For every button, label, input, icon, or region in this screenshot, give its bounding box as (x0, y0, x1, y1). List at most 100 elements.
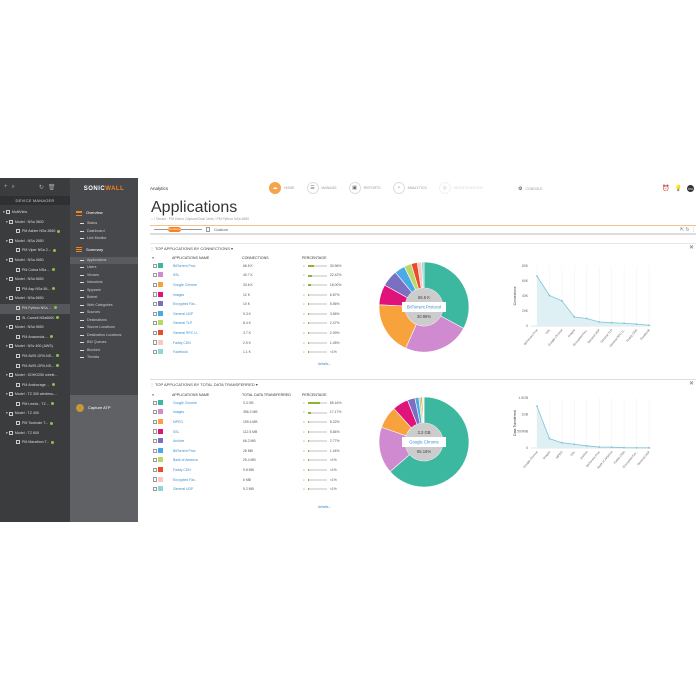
row-checkbox[interactable] (153, 292, 158, 297)
row-checkbox[interactable] (153, 282, 158, 287)
data-point[interactable] (635, 446, 638, 449)
time-range-handle[interactable]: 24 Hours (168, 226, 181, 232)
data-point[interactable] (635, 323, 638, 326)
search-icon[interactable]: ⌕ (303, 350, 305, 355)
tree-node[interactable]: ▾ Model : NSa 2650 (6, 238, 44, 243)
nav-item[interactable]: Dashboard (70, 228, 138, 236)
transfer-details-link[interactable]: details... (318, 505, 332, 509)
data-point[interactable] (623, 322, 626, 325)
nav-item[interactable]: Live Monitor (70, 235, 138, 243)
tree-node[interactable]: ▾ Model : TZ 400 (6, 411, 39, 416)
node-checkbox[interactable] (8, 277, 13, 282)
nav-item[interactable]: Sources (70, 309, 138, 317)
nav-item[interactable]: Botnet (70, 294, 138, 302)
app-name-link[interactable]: Archive (173, 439, 185, 444)
tree-node[interactable]: ▾ Model : NSv 400 (AWS) (6, 344, 53, 349)
search-icon[interactable]: ⌕ (303, 292, 305, 297)
tree-node[interactable]: ▾ Model : TZ 300 wireless-... (6, 392, 58, 397)
search-icon[interactable]: ⌕ (303, 458, 305, 463)
lightbulb-icon[interactable]: 💡 (674, 186, 682, 192)
data-point[interactable] (536, 275, 538, 278)
node-checkbox[interactable] (8, 219, 13, 224)
app-name-link[interactable]: Google Chrome (173, 282, 197, 287)
caret-down-icon[interactable]: ▾ (6, 430, 9, 435)
caret-down-icon[interactable]: ▾ (6, 373, 9, 378)
tree-node[interactable]: SL Camell NSa6650 (0, 314, 70, 324)
refresh-icon[interactable]: ↻ (38, 184, 44, 191)
nav-item[interactable]: Threats (70, 354, 138, 362)
node-checkbox[interactable] (8, 258, 13, 263)
data-point[interactable] (610, 321, 613, 324)
nav-summary[interactable]: Summary (70, 243, 138, 257)
tree-node[interactable]: ▾ Model : NSa 6650 (6, 296, 44, 301)
search-icon[interactable]: ⌕ (303, 321, 305, 326)
tree-node[interactable]: ▾ Model : NSa 3600 (6, 219, 44, 224)
nav-item[interactable]: Viruses (70, 272, 138, 280)
row-checkbox[interactable] (153, 349, 158, 355)
nav-manage[interactable]: ☰ MANAGE (306, 182, 337, 194)
row-checkbox[interactable] (153, 448, 158, 453)
caret-down-icon[interactable]: ▾ (6, 411, 9, 416)
device-manager-title[interactable]: DEVICE MANAGER (0, 196, 70, 205)
app-name-link[interactable]: General TLP (173, 321, 193, 326)
nav-item[interactable]: Blocked (70, 347, 138, 355)
node-checkbox[interactable] (8, 325, 13, 330)
nav-home[interactable]: ☁ HOME (269, 182, 295, 194)
tree-node[interactable]: PM Asp NSa 56... (0, 285, 70, 295)
row-checkbox[interactable] (153, 273, 158, 278)
nav-item[interactable]: Source Locations (70, 324, 138, 332)
donut-slice[interactable] (422, 396, 425, 424)
tree-node[interactable]: ▾ MultiView (3, 210, 28, 215)
nav-item[interactable]: Applications (70, 256, 138, 264)
nav-item[interactable]: BW Queues (70, 339, 138, 347)
row-checkbox[interactable] (153, 400, 158, 405)
data-point[interactable] (610, 446, 613, 449)
console-button[interactable]: ⚙ CONSOLE (518, 186, 543, 192)
tree-node[interactable]: PM AWS-GRV-NS... (0, 362, 70, 372)
custom-checkbox[interactable] (206, 227, 211, 232)
app-name-link[interactable]: SSL (173, 429, 180, 434)
app-name-link[interactable]: SSL (173, 273, 180, 278)
row-checkbox[interactable] (153, 311, 158, 316)
data-point[interactable] (598, 321, 601, 323)
search-icon[interactable]: ⌕ (303, 311, 305, 316)
add-icon[interactable]: + (4, 184, 8, 190)
row-checkbox[interactable] (153, 419, 158, 424)
data-point[interactable] (573, 443, 576, 446)
close-icon[interactable]: ✕ (688, 381, 694, 387)
app-name-link[interactable]: MPEG (173, 419, 183, 424)
search-icon[interactable]: ⌕ (303, 330, 305, 335)
search-icon[interactable]: ⌕ (303, 410, 305, 415)
app-name-link[interactable]: Encrypted Fac.. (173, 302, 197, 307)
app-name-link[interactable]: BitTorrent Proc (173, 448, 196, 453)
data-point[interactable] (560, 299, 563, 302)
caret-down-icon[interactable]: ▾ (3, 210, 6, 214)
nav-item[interactable]: Intrusions (70, 279, 138, 287)
export-icon[interactable]: ⇱ ↻ ⋮ (679, 226, 696, 233)
nav-item[interactable]: Destinations (70, 317, 138, 325)
nav-item[interactable]: Users (70, 264, 138, 272)
tree-node[interactable]: PM AWS-GRV-NS... (0, 352, 70, 362)
user-avatar[interactable]: PM (686, 185, 694, 192)
node-checkbox[interactable] (16, 286, 20, 291)
tree-node[interactable]: ▾ Model : NSa 9650 (6, 325, 44, 330)
data-point[interactable] (648, 324, 650, 327)
alarm-icon[interactable]: ⏰ (662, 186, 670, 192)
row-checkbox[interactable] (153, 438, 158, 444)
search-icon[interactable]: ⌕ (303, 302, 305, 307)
app-name-link[interactable]: Faddy CDN (173, 340, 191, 345)
node-checkbox[interactable] (5, 210, 10, 215)
row-checkbox[interactable] (153, 410, 158, 415)
node-checkbox[interactable] (16, 267, 20, 272)
app-name-link[interactable]: Facebook (173, 350, 188, 355)
app-name-link[interactable]: Images (173, 292, 185, 297)
data-point[interactable] (585, 317, 588, 320)
caret-down-icon[interactable]: ▾ (6, 219, 9, 224)
tree-node[interactable]: PM Python NSa ... (0, 303, 70, 314)
data-point[interactable] (585, 444, 588, 447)
tree-node[interactable]: ▾ Model : NSa 5650 (6, 277, 44, 282)
row-checkbox[interactable] (153, 486, 158, 492)
search-icon[interactable]: ⌕ (303, 400, 305, 405)
node-checkbox[interactable] (16, 315, 20, 320)
nav-item[interactable]: Status (70, 220, 138, 228)
